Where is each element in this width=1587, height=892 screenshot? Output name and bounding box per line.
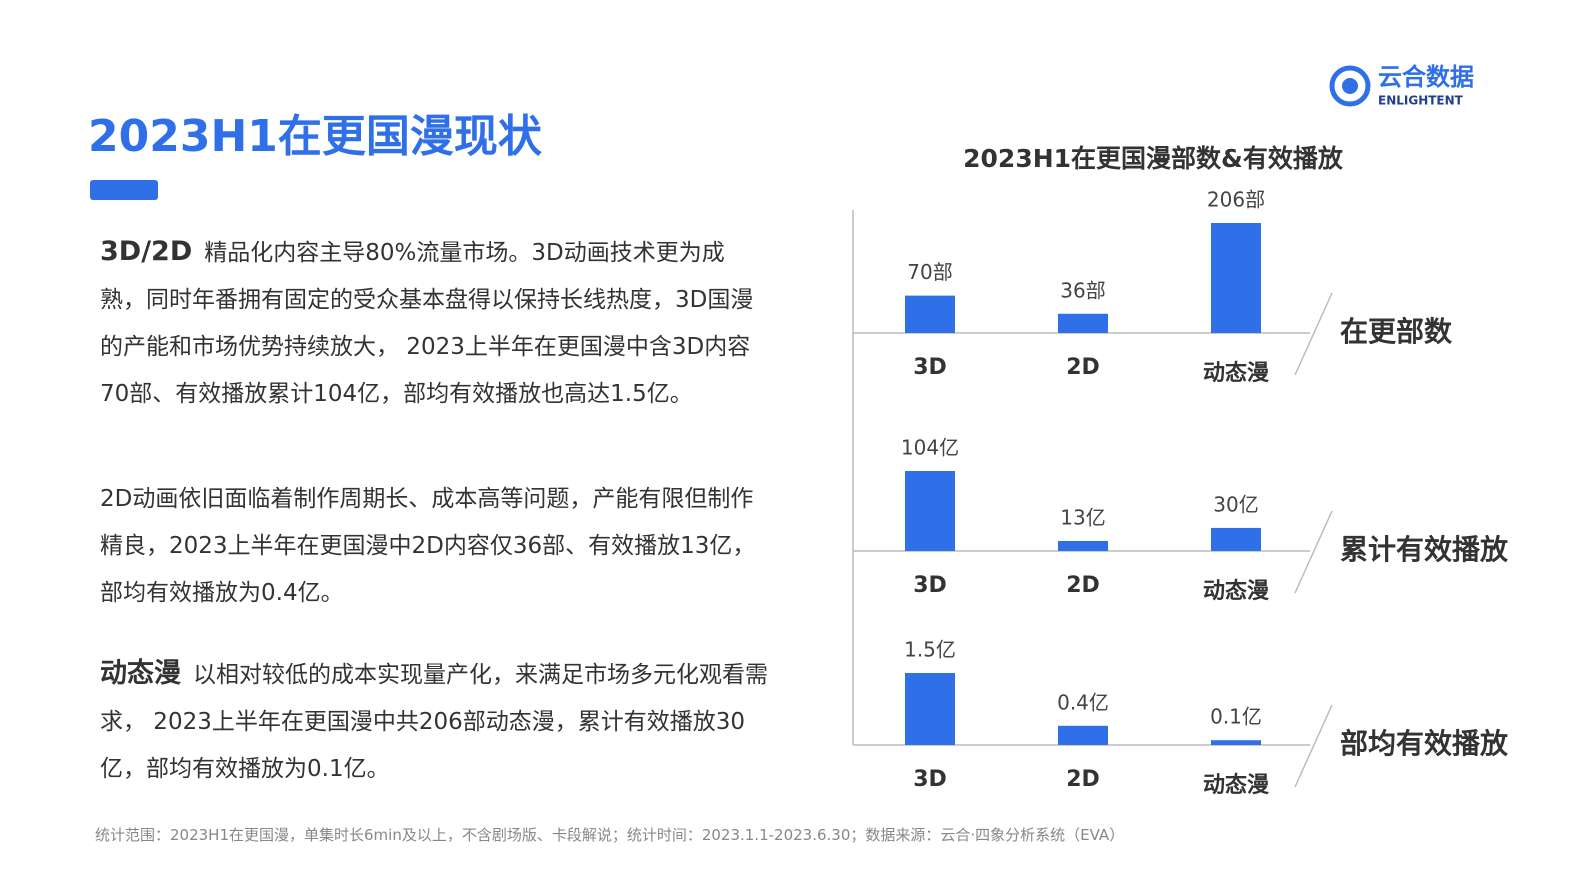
logo-icon bbox=[1329, 65, 1371, 107]
category-label: 动态漫 bbox=[1203, 578, 1269, 604]
chart-title: 在更部数 bbox=[1340, 315, 1453, 348]
value-label: 0.4亿 bbox=[1057, 690, 1109, 714]
bar bbox=[1211, 223, 1261, 333]
paragraph-text: 精品化内容主导80%流量市场。3D动画技术更为成熟，同时年番拥有固定的受众基本盘… bbox=[100, 240, 754, 407]
chart-group-title: 2023H1在更国漫部数&有效播放 bbox=[963, 144, 1344, 173]
bar bbox=[905, 295, 955, 333]
value-label: 30亿 bbox=[1213, 492, 1258, 516]
value-label: 13亿 bbox=[1060, 506, 1105, 530]
chart-title: 累计有效播放 bbox=[1340, 533, 1509, 566]
title-underline bbox=[90, 180, 158, 200]
paragraph-text: 2D动画依旧面临着制作周期长、成本高等问题，产能有限但制作精良，2023上半年在… bbox=[100, 486, 756, 606]
bar bbox=[1058, 725, 1108, 745]
divider bbox=[1294, 704, 1333, 788]
value-label: 104亿 bbox=[901, 436, 959, 460]
bar bbox=[905, 471, 955, 551]
bar bbox=[905, 673, 955, 745]
bar bbox=[1211, 527, 1261, 551]
category-label: 2D bbox=[1066, 767, 1100, 792]
category-label: 2D bbox=[1066, 573, 1100, 598]
bar bbox=[1211, 740, 1261, 745]
category-label: 3D bbox=[913, 355, 947, 380]
paragraph: 动态漫 以相对较低的成本实现量产化，来满足市场多元化观看需求， 2023上半年在更… bbox=[100, 650, 768, 793]
slide-title: 2023H1在更国漫现状 bbox=[88, 111, 542, 162]
value-label: 1.5亿 bbox=[904, 638, 956, 662]
value-label: 206部 bbox=[1207, 188, 1265, 212]
bar bbox=[1058, 541, 1108, 551]
category-label: 3D bbox=[913, 767, 947, 792]
category-label: 3D bbox=[913, 573, 947, 598]
paragraph-lead: 3D/2D bbox=[100, 236, 193, 267]
paragraph: 3D/2D 精品化内容主导80%流量市场。3D动画技术更为成熟，同时年番拥有固定的… bbox=[100, 228, 768, 418]
value-label: 70部 bbox=[907, 260, 952, 284]
paragraph-lead: 动态漫 bbox=[100, 658, 181, 689]
logo-name: 云合数据 bbox=[1378, 63, 1474, 91]
paragraph-text: 以相对较低的成本实现量产化，来满足市场多元化观看需求， 2023上半年在更国漫中… bbox=[100, 662, 768, 782]
bar bbox=[1058, 313, 1108, 333]
paragraph: 2D动画依旧面临着制作周期长、成本高等问题，产能有限但制作精良，2023上半年在… bbox=[100, 476, 768, 617]
value-label: 36部 bbox=[1060, 278, 1105, 302]
divider bbox=[1294, 292, 1333, 376]
value-label: 0.1亿 bbox=[1210, 705, 1262, 729]
category-label: 动态漫 bbox=[1203, 360, 1269, 386]
category-label: 动态漫 bbox=[1203, 772, 1269, 798]
divider bbox=[1294, 510, 1333, 594]
chart-title: 部均有效播放 bbox=[1340, 727, 1509, 760]
category-label: 2D bbox=[1066, 355, 1100, 380]
logo-sub: ENLIGHTENT bbox=[1378, 94, 1464, 108]
logo-icon bbox=[1342, 78, 1358, 94]
footnote: 统计范围：2023H1在更国漫，单集时长6min及以上，不含剧场版、卡段解说；统… bbox=[95, 826, 1125, 844]
